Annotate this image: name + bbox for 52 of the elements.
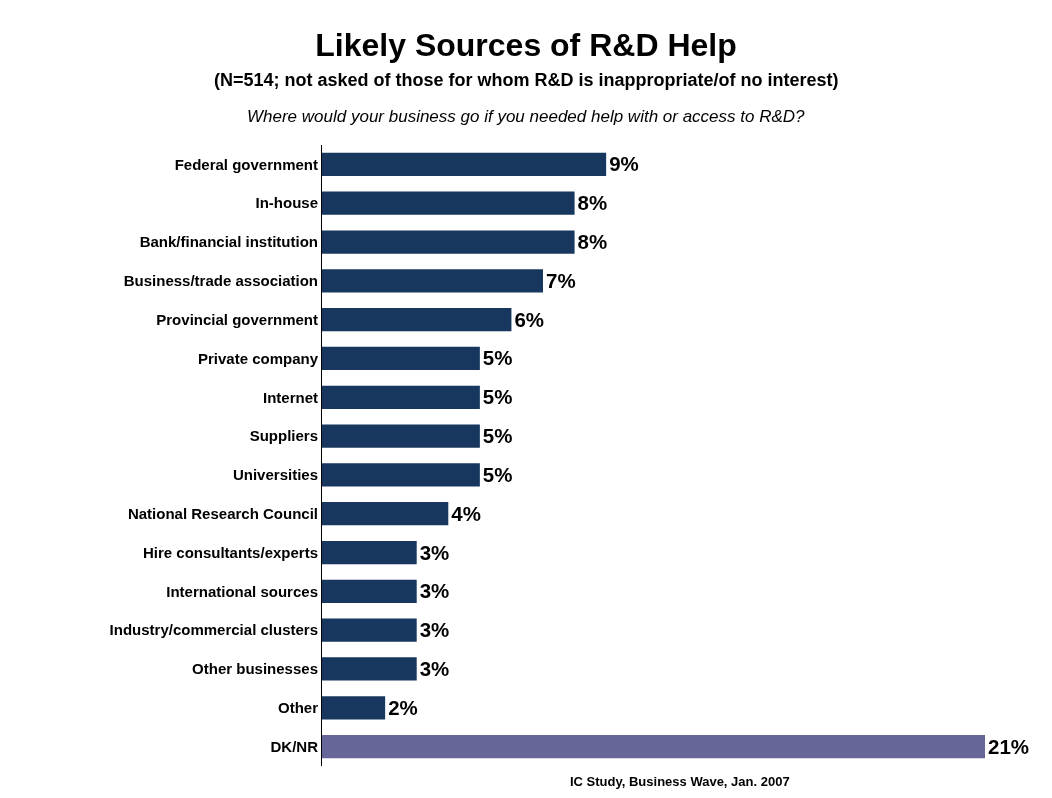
data-label: 3% [419, 656, 450, 680]
y-tick-label: Other [277, 699, 319, 717]
text: Where would your business go if you needed help with or access to R&D? [247, 107, 806, 126]
data-label: 5% [482, 462, 513, 486]
data-label: 4% [451, 501, 481, 525]
bar [322, 152, 607, 177]
y-tick-label: Federal government [174, 155, 318, 173]
bar [322, 540, 417, 565]
y-tick-label: Private company [197, 349, 319, 367]
data-label: 9% [609, 152, 639, 176]
data-label: 2% [388, 695, 418, 719]
bar [322, 346, 480, 371]
bar [322, 269, 543, 293]
data-label: 3% [419, 540, 450, 564]
y-tick-label: Provincial government [156, 310, 318, 328]
data-label: 7% [546, 268, 576, 292]
bar [322, 230, 575, 254]
bar [322, 424, 480, 448]
data-label: 5% [482, 346, 513, 370]
chart-subtitle: (N=514; not asked of those for whom R&D is inappropriate/of no interest) [214, 70, 839, 90]
data-label: 21% [988, 734, 1030, 758]
bar [322, 579, 417, 603]
data-label: 8% [577, 191, 608, 215]
bar [322, 657, 417, 681]
y-tick-label: DK/NR [270, 737, 319, 755]
y-tick-label: In-house [255, 194, 318, 212]
y-tick-label: Bank/financial institution [139, 233, 318, 251]
bar [322, 308, 512, 332]
y-tick-label: International sources [166, 582, 318, 600]
data-label: 3% [419, 579, 450, 603]
y-tick-label: Universities [232, 466, 318, 484]
bar [322, 734, 985, 759]
data-label: 5% [482, 424, 513, 448]
y-tick-label: Hire consultants/experts [142, 543, 318, 561]
bar [322, 463, 480, 487]
y-tick-label: Other businesses [192, 660, 318, 678]
chart-title: Likely Sources of R&D Help [315, 27, 737, 64]
y-tick-label: Industry/commercial clusters [109, 621, 318, 639]
bar [322, 502, 449, 526]
y-tick-label: National Research Council [127, 504, 318, 522]
data-label: 6% [514, 307, 545, 331]
bar [322, 696, 386, 720]
data-label: 8% [577, 230, 608, 254]
bar [322, 385, 480, 409]
data-label: 5% [482, 385, 513, 409]
bar [322, 618, 417, 642]
data-label: 3% [419, 618, 450, 642]
y-tick-label: Suppliers [249, 427, 318, 445]
text: IC Study, Business Wave, Jan. 2007 [570, 774, 790, 789]
y-tick-label: Internet [262, 388, 318, 406]
bar [322, 191, 575, 215]
y-tick-label: Business/trade association [123, 272, 318, 290]
